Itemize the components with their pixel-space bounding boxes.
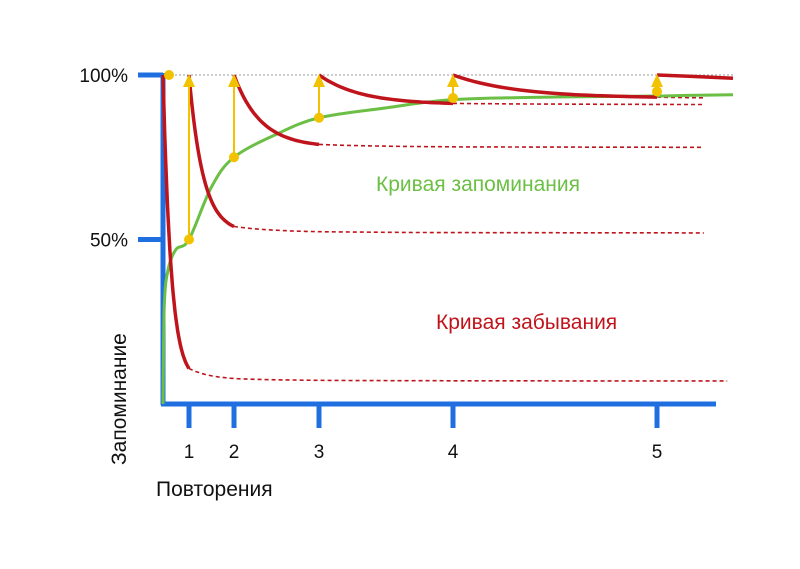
- repetition-layer: [164, 70, 663, 245]
- start-point: [164, 70, 174, 80]
- forgetting-curve-solid-5: [452, 73, 658, 99]
- forgetting-curve-dashed-1: [188, 367, 728, 382]
- memorization-curve: [161, 93, 734, 405]
- y-axis-title: Запоминание: [108, 333, 131, 465]
- y-tick-label: 100%: [79, 66, 128, 87]
- y-tick-label: 50%: [90, 231, 128, 252]
- forgetting-curve-final: [656, 73, 734, 81]
- forgetting-dashed-layer: [188, 96, 728, 382]
- repetition-arrow-head-5: [651, 74, 663, 87]
- x-tick-label: 2: [229, 442, 240, 463]
- repetition-point-5: [652, 86, 662, 97]
- repetition-arrow-head-3: [313, 74, 325, 87]
- annotation-forgetting: Кривая забывания: [436, 311, 617, 334]
- repetition-point-1: [184, 234, 194, 245]
- repetition-arrow-head-1: [183, 74, 195, 87]
- x-tick-label: 4: [448, 442, 459, 463]
- forgetting-curve-solid-4: [318, 73, 454, 106]
- forgetting-curve-solid-2: [187, 74, 235, 229]
- labels-layer: Кривая запоминания Кривая забывания Повт…: [79, 66, 662, 501]
- repetition-arrow-head-2: [228, 74, 240, 87]
- memorization-layer: [161, 93, 734, 405]
- forgetting-curve-solid-1: [161, 74, 191, 370]
- forgetting-curve-dashed-2: [233, 225, 704, 234]
- annotation-memorization: Кривая запоминания: [376, 173, 580, 196]
- x-tick-label: 5: [652, 442, 663, 463]
- forgetting-curve-dashed-4: [452, 102, 704, 106]
- x-tick-label: 1: [184, 442, 195, 463]
- repetition-point-2: [229, 152, 239, 163]
- repetition-point-3: [314, 112, 324, 123]
- forgetting-curve-dashed-3: [318, 143, 704, 149]
- forgetting-layer: [161, 73, 734, 370]
- forgetting-curve-solid-3: [232, 74, 320, 147]
- repetition-arrow-head-4: [447, 74, 459, 87]
- x-tick-label: 3: [314, 442, 325, 463]
- repetition-point-4: [448, 93, 458, 104]
- axes-layer: [138, 72, 716, 428]
- x-axis-title: Повторения: [156, 478, 273, 501]
